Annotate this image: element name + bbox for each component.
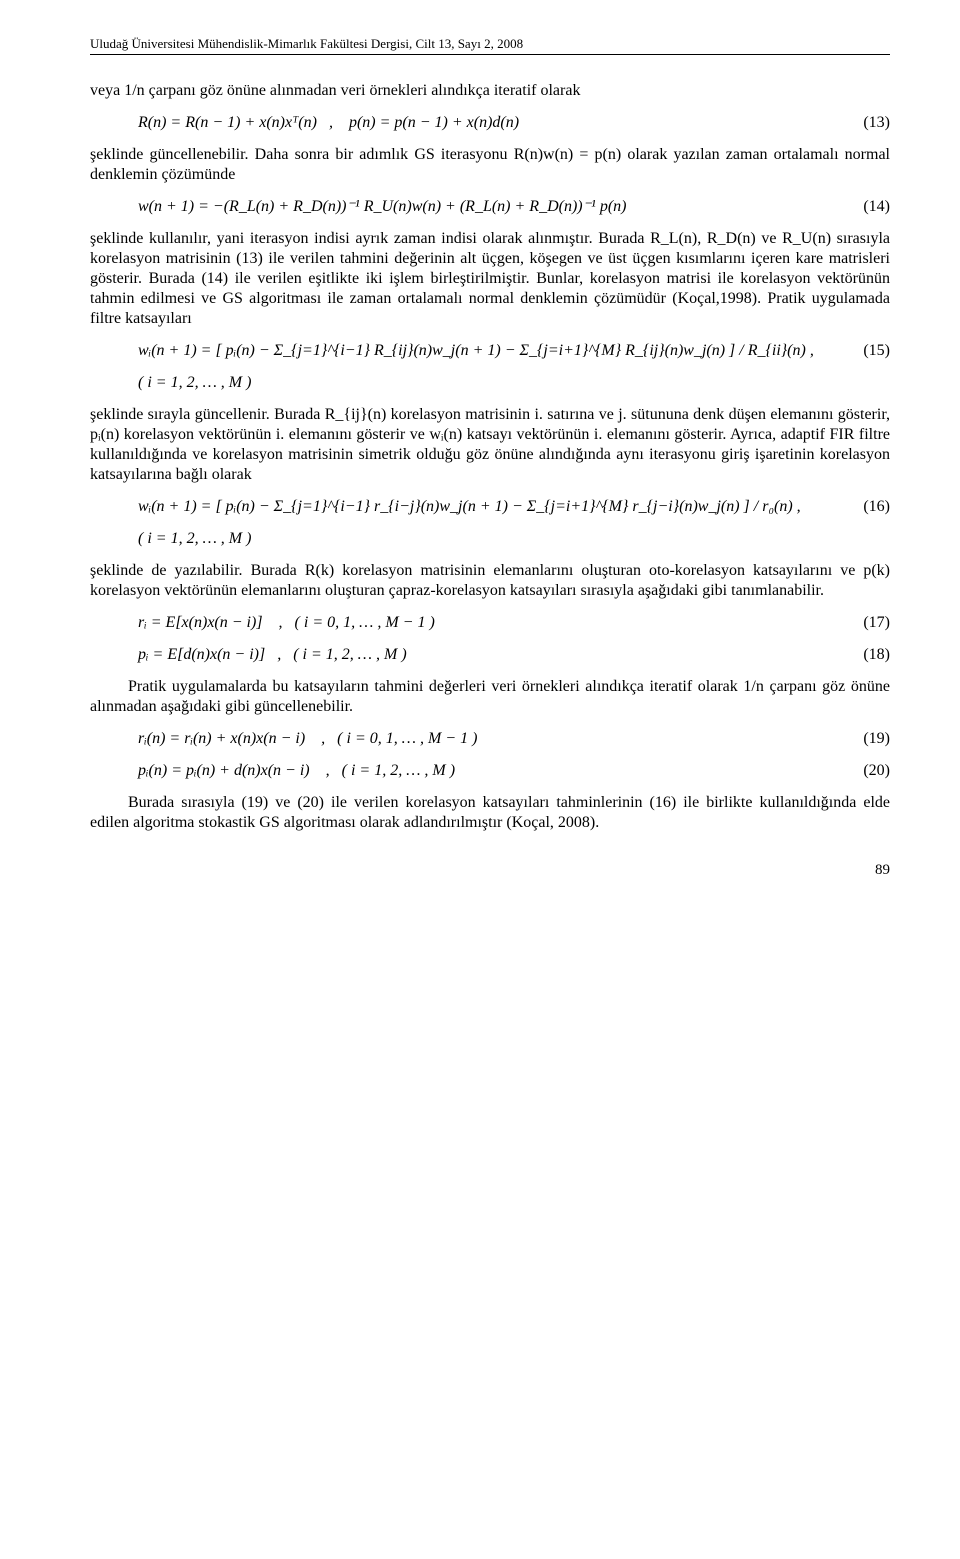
equation-20-number: (20) — [843, 761, 890, 781]
equation-15: wᵢ(n + 1) = [ pᵢ(n) − Σ_{j=1}^{i−1} R_{i… — [138, 341, 890, 361]
equation-18-body: pᵢ = E[d(n)x(n − i)] , ( i = 1, 2, … , M… — [138, 645, 843, 665]
equation-13-number: (13) — [843, 113, 890, 133]
equation-14: w(n + 1) = −(R_L(n) + R_D(n))⁻¹ R_U(n)w(… — [138, 197, 890, 217]
equation-15-range: ( i = 1, 2, … , M ) — [138, 373, 890, 393]
paragraph-1: veya 1/n çarpanı göz önüne alınmadan ver… — [90, 81, 890, 101]
equation-16-number: (16) — [843, 497, 890, 517]
equation-14-body: w(n + 1) = −(R_L(n) + R_D(n))⁻¹ R_U(n)w(… — [138, 197, 843, 217]
equation-18-number: (18) — [843, 645, 890, 665]
equation-19: rᵢ(n) = rᵢ(n) + x(n)x(n − i) , ( i = 0, … — [138, 729, 890, 749]
equation-19-number: (19) — [843, 729, 890, 749]
equation-13-body: R(n) = R(n − 1) + x(n)xᵀ(n) , p(n) = p(n… — [138, 113, 843, 133]
equation-17: rᵢ = E[x(n)x(n − i)] , ( i = 0, 1, … , M… — [138, 613, 890, 633]
journal-header: Uludağ Üniversitesi Mühendislik-Mimarlık… — [90, 36, 890, 55]
page-number: 89 — [875, 861, 890, 880]
equation-14-number: (14) — [843, 197, 890, 217]
equation-20: pᵢ(n) = pᵢ(n) + d(n)x(n − i) , ( i = 1, … — [138, 761, 890, 781]
equation-15-number: (15) — [843, 341, 890, 361]
equation-20-body: pᵢ(n) = pᵢ(n) + d(n)x(n − i) , ( i = 1, … — [138, 761, 843, 781]
equation-16-body: wᵢ(n + 1) = [ pᵢ(n) − Σ_{j=1}^{i−1} r_{i… — [138, 497, 843, 517]
equation-16-range: ( i = 1, 2, … , M ) — [138, 529, 890, 549]
page: Uludağ Üniversitesi Mühendislik-Mimarlık… — [0, 0, 960, 901]
equation-17-number: (17) — [843, 613, 890, 633]
paragraph-6: Pratik uygulamalarda bu katsayıların tah… — [90, 677, 890, 717]
equation-16: wᵢ(n + 1) = [ pᵢ(n) − Σ_{j=1}^{i−1} r_{i… — [138, 497, 890, 517]
equation-19-body: rᵢ(n) = rᵢ(n) + x(n)x(n − i) , ( i = 0, … — [138, 729, 843, 749]
equation-13: R(n) = R(n − 1) + x(n)xᵀ(n) , p(n) = p(n… — [138, 113, 890, 133]
paragraph-4: şeklinde sırayla güncellenir. Burada R_{… — [90, 405, 890, 485]
equation-17-body: rᵢ = E[x(n)x(n − i)] , ( i = 0, 1, … , M… — [138, 613, 843, 633]
paragraph-7: Burada sırasıyla (19) ve (20) ile verile… — [90, 793, 890, 833]
equation-15-body: wᵢ(n + 1) = [ pᵢ(n) − Σ_{j=1}^{i−1} R_{i… — [138, 341, 843, 361]
equation-18: pᵢ = E[d(n)x(n − i)] , ( i = 1, 2, … , M… — [138, 645, 890, 665]
paragraph-3: şeklinde kullanılır, yani iterasyon indi… — [90, 229, 890, 329]
paragraph-2: şeklinde güncellenebilir. Daha sonra bir… — [90, 145, 890, 185]
paragraph-5: şeklinde de yazılabilir. Burada R(k) kor… — [90, 561, 890, 601]
